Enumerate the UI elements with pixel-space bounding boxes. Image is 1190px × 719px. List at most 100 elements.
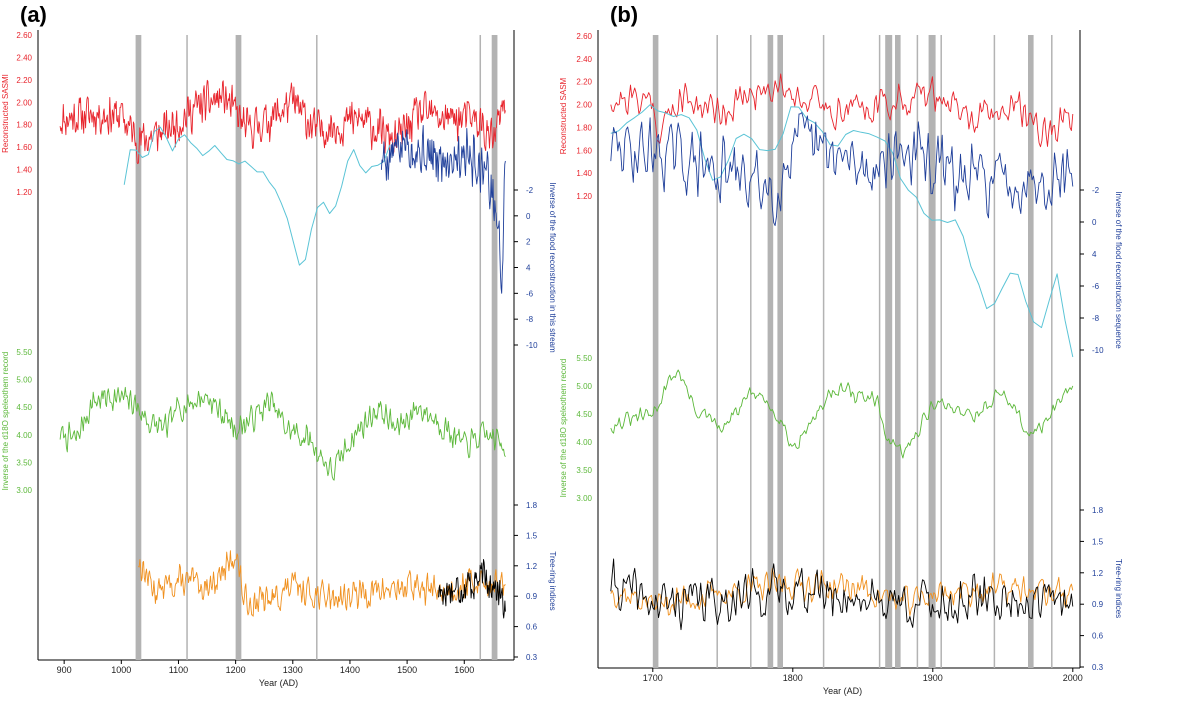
panel-b-series-green xyxy=(610,369,1074,459)
panel-a-flood-tick-4: -6 xyxy=(526,289,534,298)
panel-b-d18o-tick-0: 5.50 xyxy=(576,354,592,363)
panel-a-flood-axis-label: Inverse of the flood reconstruction in t… xyxy=(548,182,557,353)
panel-a-sasm-tick-2: 2.20 xyxy=(16,76,32,85)
panel-a-sasm-tick-3: 2.00 xyxy=(16,98,32,107)
panel-a-flood-tick-5: -8 xyxy=(526,315,534,324)
panel-a-sasm-tick-5: 1.60 xyxy=(16,143,32,152)
panel-b-flood-tick-3: -6 xyxy=(1092,282,1100,291)
panel-a-sasm-tick-0: 2.60 xyxy=(16,31,32,40)
panel-b-xtick-label-0: 1700 xyxy=(643,673,663,683)
panel-b-series-sasm xyxy=(610,73,1074,148)
panel-b-d18o-tick-5: 3.00 xyxy=(576,494,592,503)
panel-a-series-sasm xyxy=(59,79,506,165)
panel-b-d18o-tick-2: 4.50 xyxy=(576,410,592,419)
panel-b-d18o-tick-4: 3.50 xyxy=(576,466,592,475)
panel-b-band-2 xyxy=(777,35,783,668)
panel-a-tree-tick-1: 1.5 xyxy=(526,531,538,540)
panel-a-sasm-tick-7: 1.20 xyxy=(16,188,32,197)
panel-a-flood-tick-0: -2 xyxy=(526,186,534,195)
panel-a-flood-tick-6: -10 xyxy=(526,341,538,350)
panel-a-xtick-label-5: 1400 xyxy=(340,665,360,675)
panel-a-series-black xyxy=(438,559,506,619)
panel-a-tree-tick-4: 0.6 xyxy=(526,623,538,632)
panel-b-band-5 xyxy=(928,35,936,668)
panel-b-xtick-label-2: 1900 xyxy=(923,673,943,683)
panel-b-series-dark_blue xyxy=(610,112,1074,227)
panel-b-flood-tick-2: 4 xyxy=(1092,250,1097,259)
panel-b-tree-tick-2: 1.2 xyxy=(1092,569,1104,578)
panel-b-band-3 xyxy=(885,35,893,668)
panel-a-flood-tick-3: 4 xyxy=(526,264,531,273)
panel-a-xtick-label-6: 1500 xyxy=(397,665,417,675)
panel-b-sasm-tick-4: 1.80 xyxy=(576,123,592,132)
panel-a-sasm-tick-1: 2.40 xyxy=(16,53,32,62)
panel-a-xtick-label-4: 1300 xyxy=(283,665,303,675)
panel-b-tree-tick-3: 0.9 xyxy=(1092,600,1104,609)
panel-a-series-dark_blue xyxy=(380,125,506,294)
panel-a-tree-axis-label: Tree-ring indices xyxy=(548,551,557,610)
panel-b-xtick-label-1: 1800 xyxy=(783,673,803,683)
panel-b-series-orange xyxy=(610,568,1074,617)
panel-a-tree-tick-3: 0.9 xyxy=(526,592,538,601)
panel-b-xlabel: Year (AD) xyxy=(823,686,862,696)
panel-a-xtick-label-1: 1000 xyxy=(111,665,131,675)
panel-a-band-0 xyxy=(135,35,142,660)
panel-b-sasm-tick-3: 2.00 xyxy=(576,101,592,110)
panel-b-flood-tick-4: -8 xyxy=(1092,314,1100,323)
panel-a-series-light_blue xyxy=(123,126,391,266)
panel-b-flood-axis-label: Inverse of the flood reconstruction sequ… xyxy=(1114,191,1123,349)
panel-a-xtick-label-3: 1200 xyxy=(226,665,246,675)
panel-b-series-light_blue xyxy=(610,104,1074,358)
panel-a-d18o-tick-3: 4.00 xyxy=(16,431,32,440)
panel-a-d18o-tick-0: 5.50 xyxy=(16,348,32,357)
panel-a-band-1 xyxy=(235,35,242,660)
panel-a-xtick-label-0: 900 xyxy=(57,665,72,675)
panel-b-sasm-tick-1: 2.40 xyxy=(576,55,592,64)
panel-b-band-1 xyxy=(767,35,774,668)
panel-b-sasm-tick-7: 1.20 xyxy=(576,192,592,201)
panel-a-d18o-tick-1: 5.00 xyxy=(16,376,32,385)
panel-a-sasm-axis-label: Reconstructed SASMI xyxy=(1,74,10,153)
panel-b-band-0 xyxy=(652,35,659,668)
panel-b-tree-tick-5: 0.3 xyxy=(1092,663,1104,672)
panel-b-label: (b) xyxy=(610,2,639,27)
panel-a-xtick-label-7: 1600 xyxy=(454,665,474,675)
panel-b-tree-axis-label: Tree-ring indices xyxy=(1114,559,1123,618)
panel-b-flood-tick-5: -10 xyxy=(1092,346,1104,355)
panel-a-tree-tick-0: 1.8 xyxy=(526,501,538,510)
panel-a-d18o-tick-5: 3.00 xyxy=(16,486,32,495)
panel-b-d18o-tick-1: 5.00 xyxy=(576,382,592,391)
panel-a-d18o-axis-label: Inverse of the d18O speleothem record xyxy=(1,352,10,491)
panel-a-series-green xyxy=(59,386,506,481)
panel-a-series-orange xyxy=(138,550,506,617)
panel-a-tree-tick-2: 1.2 xyxy=(526,562,538,571)
panel-a-sasm-tick-6: 1.40 xyxy=(16,166,32,175)
panel-b-tree-tick-4: 0.6 xyxy=(1092,632,1104,641)
panel-a-xlabel: Year (AD) xyxy=(259,678,298,688)
panel-b-band-6 xyxy=(1028,35,1034,668)
panel-b-band-4 xyxy=(895,35,901,668)
panel-b-flood-tick-1: 0 xyxy=(1092,218,1097,227)
panel-b-sasm-tick-5: 1.60 xyxy=(576,146,592,155)
panel-a-tree-tick-5: 0.3 xyxy=(526,653,538,662)
panel-a-flood-tick-1: 0 xyxy=(526,212,531,221)
panel-a-label: (a) xyxy=(20,2,47,27)
panel-a-d18o-tick-2: 4.50 xyxy=(16,403,32,412)
panel-b-tree-tick-0: 1.8 xyxy=(1092,506,1104,515)
panel-b-tree-tick-1: 1.5 xyxy=(1092,537,1104,546)
panel-b-sasm-axis-label: Reconstructed SASM xyxy=(559,77,568,154)
panel-b-flood-tick-0: -2 xyxy=(1092,186,1100,195)
panel-a-sasm-tick-4: 1.80 xyxy=(16,121,32,130)
panel-a-xtick-label-2: 1100 xyxy=(169,665,188,675)
panel-a-d18o-tick-4: 3.50 xyxy=(16,458,32,467)
panel-b-sasm-tick-2: 2.20 xyxy=(576,78,592,87)
panel-b-series-black xyxy=(610,558,1074,631)
panel-a-band-2 xyxy=(491,35,498,660)
panel-b-d18o-tick-3: 4.00 xyxy=(576,438,592,447)
panel-a-flood-tick-2: 2 xyxy=(526,238,531,247)
panel-b-xtick-label-3: 2000 xyxy=(1063,673,1083,683)
panel-b-d18o-axis-label: Inverse of the d18O speleothem record xyxy=(559,359,568,498)
panel-b-sasm-tick-6: 1.40 xyxy=(576,169,592,178)
